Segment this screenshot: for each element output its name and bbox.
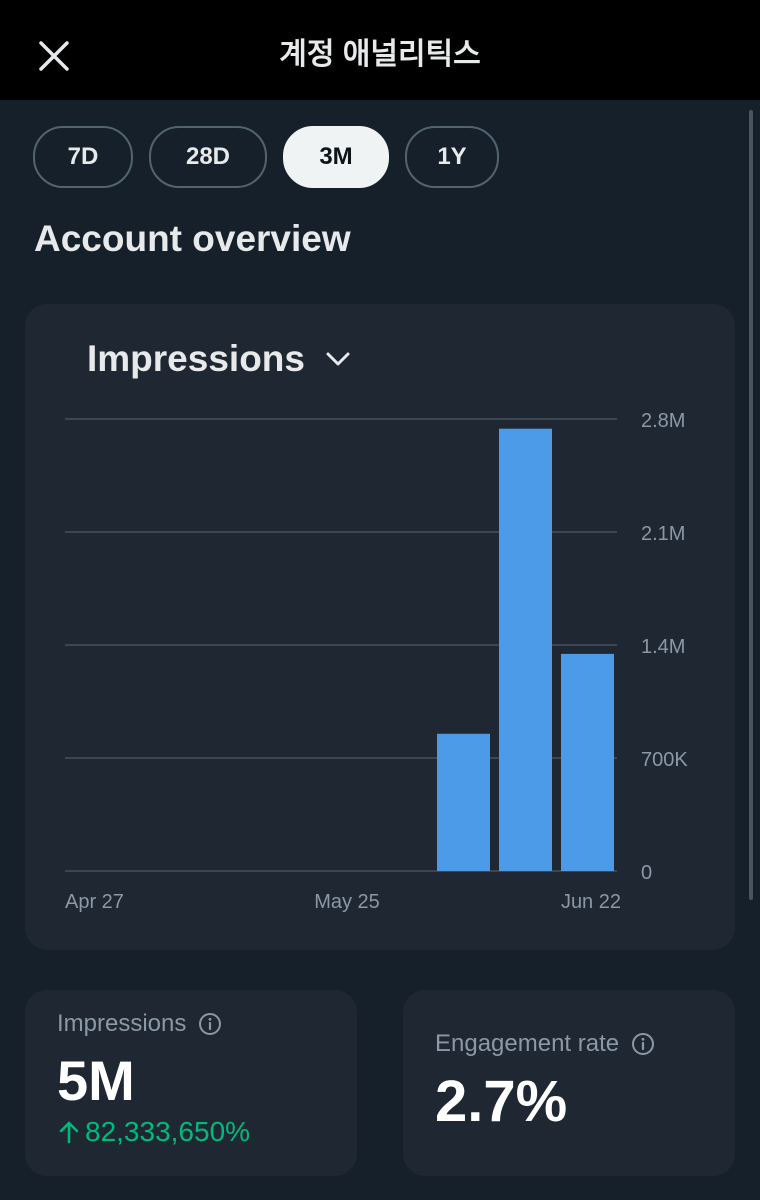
y-tick-label: 0	[641, 862, 652, 884]
impressions-stat-value: 5M	[57, 1049, 135, 1112]
scrollbar[interactable]	[749, 110, 753, 900]
impressions-change: 82,333,650%	[59, 1116, 250, 1148]
close-button[interactable]	[30, 32, 78, 80]
y-tick-label: 1.4M	[641, 636, 685, 658]
impressions-stat-header: Impressions	[57, 1010, 222, 1038]
impressions-stat-card[interactable]: Impressions 5M 82,333,650%	[25, 990, 357, 1176]
top-bar: 계정 애널리틱스	[0, 0, 760, 100]
impressions-change-value: 82,333,650%	[85, 1116, 251, 1147]
engagement-rate-stat-value: 2.7%	[435, 1069, 568, 1134]
range-3m-button[interactable]: 3M	[283, 126, 389, 188]
page-title: 계정 애널리틱스	[279, 38, 481, 71]
chart-bar	[437, 733, 490, 871]
x-tick-label: May 25	[314, 891, 380, 913]
chevron-down-icon	[326, 352, 350, 366]
x-tick-label: Jun 22	[561, 891, 621, 913]
y-tick-label: 2.8M	[641, 410, 685, 432]
metric-dropdown[interactable]: Impressions	[87, 338, 351, 380]
range-7d-button[interactable]: 7D	[33, 126, 133, 188]
chart-bar	[499, 428, 552, 871]
y-tick-label: 2.1M	[641, 523, 685, 545]
close-icon	[39, 41, 69, 71]
impressions-chart-card: Impressions 0 700K 1.4M 2.1M 2.8M Apr 27 May 2…	[25, 304, 735, 950]
metric-dropdown-label: Impressions	[87, 338, 305, 379]
time-range-selector: 7D 28D 3M 1Y	[33, 126, 499, 188]
range-1y-button[interactable]: 1Y	[405, 126, 499, 188]
section-title: Account overview	[34, 218, 351, 259]
engagement-rate-stat-label: Engagement rate	[435, 1030, 620, 1057]
engagement-rate-stat-card[interactable]: Engagement rate 2.7%	[403, 990, 735, 1176]
chart-bar	[561, 653, 614, 871]
range-28d-button[interactable]: 28D	[149, 126, 267, 188]
info-icon[interactable]	[631, 1032, 655, 1056]
y-tick-label: 700K	[641, 749, 688, 771]
x-tick-label: Apr 27	[65, 891, 124, 913]
arrow-up-icon	[59, 1121, 79, 1144]
impressions-stat-label: Impressions	[57, 1010, 187, 1037]
engagement-rate-stat-header: Engagement rate	[435, 1030, 655, 1058]
impressions-bar-chart: 0 700K 1.4M 2.1M 2.8M Apr 27 May 25 Jun 22	[65, 410, 688, 913]
info-icon[interactable]	[198, 1012, 222, 1036]
